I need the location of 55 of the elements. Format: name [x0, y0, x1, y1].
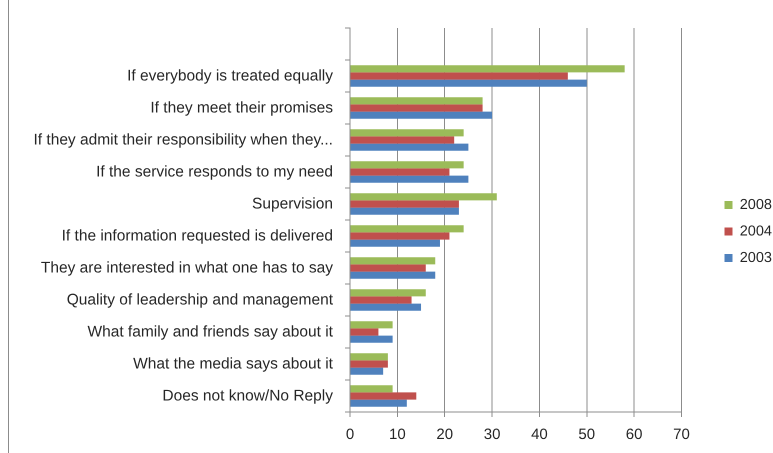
bar: [350, 400, 407, 407]
y-tick-label: Does not know/No Reply: [162, 387, 334, 404]
bar: [350, 176, 468, 183]
legend-label: 2008: [740, 197, 772, 213]
legend-label: 2003: [740, 250, 772, 266]
bar: [350, 296, 412, 304]
x-tick-label: 20: [436, 426, 454, 444]
bar: [350, 65, 625, 72]
y-tick-label: If they admit their responsibility when they...: [33, 131, 333, 148]
bar: [350, 328, 378, 336]
y-tick-label: What family and friends say about it: [87, 323, 334, 340]
x-tick-label: 10: [389, 426, 406, 444]
bar: [350, 304, 422, 311]
bar: [350, 321, 393, 328]
x-tick-label: 30: [484, 426, 500, 444]
x-tick-label: 60: [626, 426, 642, 444]
bar: [350, 144, 468, 151]
bar: [350, 193, 497, 200]
y-tick-label: Quality of leadership and management: [66, 291, 334, 308]
bar: [350, 80, 587, 87]
y-tick-label: They are interested in what one has to say: [40, 259, 334, 276]
bar: [350, 240, 440, 247]
x-tick-label: 0: [346, 426, 354, 444]
bar: [350, 208, 459, 215]
x-tick-label: 50: [578, 426, 596, 444]
y-tick-label: What the media says about it: [133, 355, 334, 372]
bar: [350, 72, 568, 80]
bar: [350, 368, 384, 375]
bar: [350, 360, 388, 368]
x-tick-label: 70: [673, 426, 690, 444]
y-tick-label: Supervision: [252, 195, 333, 212]
bar: [350, 232, 450, 240]
y-tick-label: If they meet their promises: [150, 99, 334, 116]
bar: [350, 161, 464, 168]
bar: [350, 129, 464, 136]
bar: [350, 264, 426, 272]
bar: [350, 168, 450, 176]
bar: [350, 112, 492, 119]
bar: [350, 289, 426, 296]
bar: [350, 200, 459, 208]
y-tick-label: If everybody is treated equally: [127, 67, 334, 84]
bar: [350, 257, 436, 264]
bar: [350, 104, 483, 112]
legend-label: 2004: [740, 224, 772, 240]
y-tick-label: If the information requested is delivered: [62, 227, 333, 244]
bar: [350, 136, 454, 144]
bar: [350, 353, 388, 360]
bar: [350, 336, 393, 343]
bar: [350, 392, 416, 400]
bar: [350, 225, 464, 232]
bar: [350, 97, 483, 104]
x-tick-label: 40: [531, 426, 548, 444]
y-tick-label: If the service responds to my need: [96, 163, 333, 180]
bar: [350, 272, 436, 279]
bar: [350, 385, 393, 392]
